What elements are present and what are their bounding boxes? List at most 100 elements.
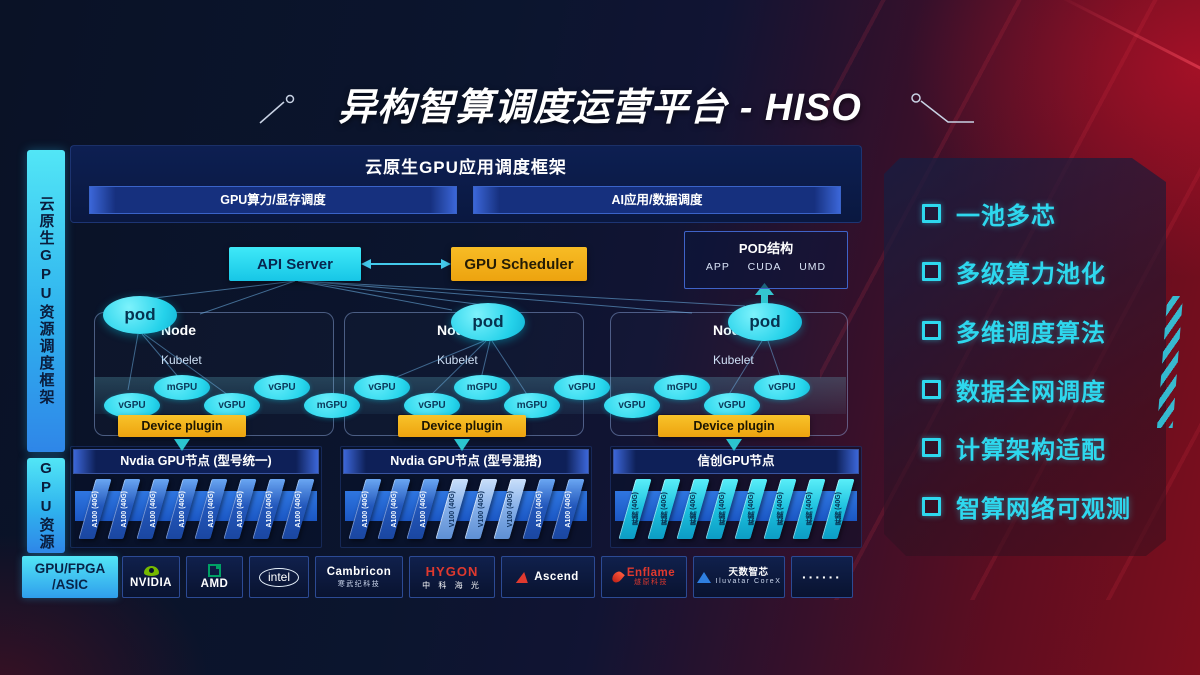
feature-label: 一池多芯	[956, 202, 1056, 230]
sidebar-frame-label: 云原生GPU资源调度框架	[37, 196, 55, 406]
gpu-card: A100 (40G)	[376, 479, 411, 539]
gpu-card-label: V100 (40G)	[448, 490, 456, 528]
gpu-ellipse-vgpu: vGPU	[254, 375, 310, 400]
feature-item: 智算网络可观测	[922, 489, 1166, 524]
gpu-card: 昇腾 (40G)	[762, 479, 797, 539]
down-arrow-icon	[726, 439, 742, 451]
gpu-card: 昇腾 (40G)	[820, 479, 855, 539]
feature-item: 数据全网调度	[922, 372, 1166, 407]
sidebar-gpu-label: GPU资源	[37, 460, 55, 551]
enflame-flame-icon	[610, 569, 625, 585]
gpu-ellipse-vgpu: vGPU	[704, 393, 760, 418]
feature-item: 一池多芯	[922, 196, 1166, 231]
gpu-card: A100 (40G)	[251, 479, 286, 539]
api-scheduler-arrow	[361, 259, 451, 269]
square-bullet-icon	[922, 321, 941, 340]
vendor-ascend: Ascend	[501, 556, 595, 598]
vendor-sublabel: 燧原科技	[634, 579, 668, 587]
feature-label: 计算架构适配	[956, 437, 1106, 465]
vendor-logo-row: NVIDIA AMD intel Cambricon 寒武纪科技 HYGON 中 科 海 光…	[122, 556, 853, 598]
sidebar-gpu-bar: GPU资源	[27, 458, 65, 553]
gpu-ellipse-mgpu: mGPU	[304, 393, 360, 418]
gpu-card-label: A100 (40G)	[419, 490, 427, 528]
vendor-sublabel: Iluvatar CoreX	[715, 578, 782, 586]
gpu-card: A100 (40G)	[77, 479, 112, 539]
vendor-cambricon: Cambricon 寒武纪科技	[315, 556, 403, 598]
gpu-compute-memory-scheduling-bar: GPU算力/显存调度	[89, 186, 457, 214]
pod-ellipse-1: pod	[103, 296, 177, 334]
gpu-row-nvidia-mixed: Nvdia GPU节点 (型号混搭) A100 (40G) A100 (40G) A…	[340, 446, 592, 548]
gpu-ellipse-mgpu: mGPU	[504, 393, 560, 418]
vendor-sublabel: 中 科 海 光	[422, 580, 482, 590]
gpu-ellipse-vgpu: vGPU	[104, 393, 160, 418]
gpu-card: V100 (40G)	[492, 479, 527, 539]
page-title: 异构智算调度运营平台 - HISO	[338, 87, 862, 129]
gpu-fpga-asic-box: GPU/FPGA /ASIC	[22, 556, 118, 598]
vendor-amd: AMD	[186, 556, 243, 598]
gpu-card-label: A100 (40G)	[120, 490, 128, 528]
gpu-card: A100 (40G)	[521, 479, 556, 539]
device-plugin-box-3: Device plugin	[658, 415, 810, 437]
gpu-card-stack: A100 (40G) A100 (40G) A100 (40G) A100 (40G)…	[71, 475, 321, 543]
gpu-card-stack: 昇腾 (40G) 昇腾 (40G) 昇腾 (40G) 昇腾 (40G) 昇腾 (40G)…	[611, 475, 861, 543]
feature-panel: 一池多芯多级算力池化 多维调度算法 数据全网调度计算架构适配智算网络可观测	[884, 158, 1166, 556]
gpu-card: 昇腾 (40G)	[733, 479, 768, 539]
gpu-card: 昇腾 (40G)	[704, 479, 739, 539]
gpu-card: 昇腾 (40G)	[791, 479, 826, 539]
gpu-card: A100 (40G)	[106, 479, 141, 539]
gpu-card: A100 (40G)	[405, 479, 440, 539]
gpu-card: A100 (40G)	[347, 479, 382, 539]
vendor-label: 天数智芯	[728, 566, 769, 578]
vendor-label: AMD	[200, 578, 229, 590]
vendor-label: Enflame	[626, 566, 676, 579]
gpu-card: A100 (40G)	[164, 479, 199, 539]
gpu-card-label: 昇腾 (40G)	[747, 492, 754, 526]
square-bullet-icon	[922, 204, 941, 223]
gpu-card-stack: A100 (40G) A100 (40G) A100 (40G) V100 (40G)…	[341, 475, 591, 543]
pod-ellipse-2: pod	[451, 303, 525, 341]
kubelet-label: Kubelet	[713, 353, 754, 367]
feature-item: 多级算力池化	[922, 254, 1166, 289]
gpu-card: 昇腾 (40G)	[646, 479, 681, 539]
iluvatar-triangle-icon	[696, 571, 711, 583]
ai-app-data-scheduling-bar: AI应用/数据调度	[473, 186, 841, 214]
gpu-card-label: A100 (40G)	[149, 490, 157, 528]
gpu-scheduler-box: GPU Scheduler	[451, 247, 587, 281]
pod-structure-item-app: APP	[705, 261, 730, 273]
vendor-sublabel: 寒武纪科技	[337, 580, 381, 588]
scheduler-panel-title: 云原生GPU应用调度框架	[365, 158, 567, 177]
gpu-card-label: A100 (40G)	[236, 490, 244, 528]
gpu-card-label: A100 (40G)	[91, 490, 99, 528]
ascend-triangle-icon	[516, 571, 531, 583]
gpu-ellipse-vgpu: vGPU	[754, 375, 810, 400]
kubelet-label: Kubelet	[437, 353, 478, 367]
gpu-ellipse-vgpu: vGPU	[404, 393, 460, 418]
vendor-label: NVIDIA	[130, 576, 172, 589]
gpu-card: A100 (40G)	[193, 479, 228, 539]
vendor-enflame: Enflame 燧原科技	[601, 556, 687, 598]
gpu-card-label: V100 (40G)	[506, 490, 514, 528]
square-bullet-icon	[922, 262, 941, 281]
feature-item: 多维调度算法	[922, 313, 1166, 348]
gpu-ellipse-vgpu: vGPU	[204, 393, 260, 418]
gpu-card-label: A100 (40G)	[294, 490, 302, 528]
vendor-label: Ascend	[534, 571, 579, 583]
vendor-label: intel	[258, 567, 299, 587]
kubelet-label: Kubelet	[161, 353, 202, 367]
gpu-card-label: A100 (40G)	[361, 490, 369, 528]
vendor-label: HYGON	[425, 563, 479, 579]
device-plugin-box-2: Device plugin	[398, 415, 526, 437]
vendor-hygon: HYGON 中 科 海 光	[409, 556, 495, 598]
gpu-card-label: A100 (40G)	[207, 490, 215, 528]
gpu-ellipse-mgpu: mGPU	[454, 375, 510, 400]
feature-item: 计算架构适配	[922, 430, 1166, 465]
pod-ellipse-3: pod	[728, 303, 802, 341]
down-arrow-icon	[454, 439, 470, 451]
gpu-row-title: Nvdia GPU节点 (型号混搭)	[343, 449, 589, 474]
amd-square-icon	[208, 564, 221, 577]
square-bullet-icon	[922, 380, 941, 399]
gpu-row-title: Nvdia GPU节点 (型号统一)	[73, 449, 319, 474]
gpu-card: A100 (40G)	[222, 479, 257, 539]
pod-structure-item-umd: UMD	[799, 261, 827, 273]
